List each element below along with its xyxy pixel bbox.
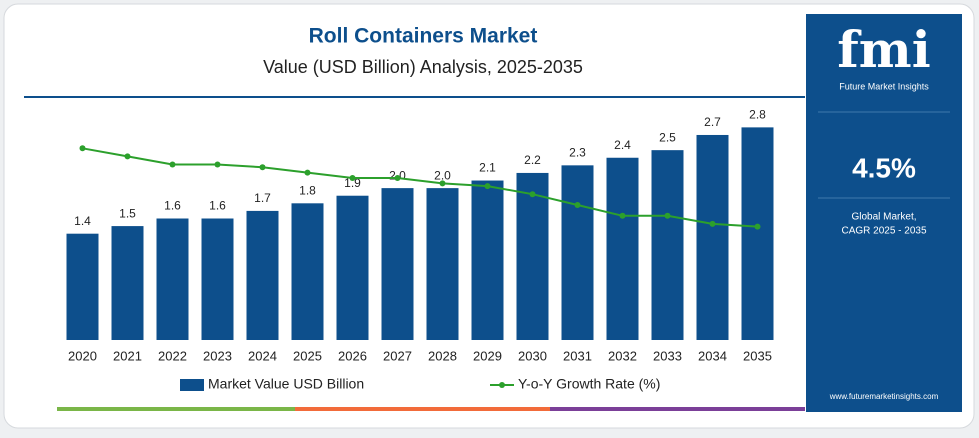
bar bbox=[381, 188, 414, 340]
line-point bbox=[709, 220, 716, 227]
strip bbox=[295, 407, 550, 411]
line-point bbox=[394, 175, 401, 181]
x-tick-label: 2032 bbox=[608, 348, 637, 363]
bar bbox=[696, 134, 729, 340]
bar bbox=[426, 188, 459, 340]
line-point bbox=[169, 161, 176, 168]
cagr-caption: CAGR 2025 - 2035 bbox=[841, 226, 926, 237]
chart-title: Roll Containers Market bbox=[309, 25, 538, 48]
legend-label: Y-o-Y Growth Rate (%) bbox=[518, 376, 660, 392]
line-point bbox=[529, 191, 536, 198]
line-point bbox=[304, 169, 311, 176]
line-point bbox=[349, 175, 356, 181]
x-tick-label: 2024 bbox=[248, 348, 277, 363]
value-label: 1.9 bbox=[344, 176, 361, 190]
bar bbox=[201, 218, 234, 340]
legend-swatch bbox=[499, 382, 505, 388]
bar bbox=[111, 226, 144, 340]
x-tick-label: 2034 bbox=[698, 348, 727, 363]
sidebar bbox=[806, 14, 962, 412]
chart-subtitle: Value (USD Billion) Analysis, 2025-2035 bbox=[263, 57, 583, 77]
x-tick-label: 2028 bbox=[428, 348, 457, 363]
line-point bbox=[439, 180, 446, 187]
x-tick-label: 2029 bbox=[473, 348, 502, 363]
x-tick-label: 2027 bbox=[383, 348, 412, 363]
line-point bbox=[259, 164, 266, 171]
x-tick-label: 2023 bbox=[203, 348, 232, 363]
x-tick-label: 2025 bbox=[293, 348, 322, 363]
bar bbox=[471, 180, 504, 340]
value-label: 2.7 bbox=[704, 115, 721, 129]
value-label: 2.1 bbox=[479, 161, 496, 175]
x-tick-label: 2026 bbox=[338, 348, 367, 363]
line-point bbox=[124, 153, 131, 160]
value-label: 1.8 bbox=[299, 183, 316, 197]
value-label: 1.4 bbox=[74, 214, 91, 228]
line-point bbox=[664, 212, 671, 219]
bar bbox=[156, 218, 189, 340]
strip bbox=[57, 407, 295, 411]
x-tick-label: 2021 bbox=[113, 348, 142, 363]
bar bbox=[561, 165, 594, 340]
x-tick-label: 2035 bbox=[743, 348, 772, 363]
bar bbox=[291, 203, 324, 340]
line-point bbox=[619, 212, 626, 219]
value-label: 2.4 bbox=[614, 138, 631, 152]
line-point bbox=[79, 145, 86, 152]
value-label: 2.0 bbox=[434, 168, 451, 182]
bar bbox=[336, 195, 369, 340]
line-point bbox=[484, 183, 491, 190]
x-tick-label: 2030 bbox=[518, 348, 547, 363]
x-tick-label: 2022 bbox=[158, 348, 187, 363]
value-label: 2.8 bbox=[749, 108, 766, 122]
strip bbox=[550, 407, 805, 411]
value-label: 1.7 bbox=[254, 191, 271, 205]
value-label: 1.6 bbox=[164, 199, 181, 213]
bar bbox=[741, 127, 774, 340]
value-label: 1.6 bbox=[209, 199, 226, 213]
value-label: 1.5 bbox=[119, 206, 136, 220]
bar bbox=[66, 233, 99, 340]
logo: fmi bbox=[837, 20, 930, 79]
line-point bbox=[574, 202, 581, 208]
bar bbox=[606, 157, 639, 340]
cagr: 4.5% bbox=[852, 152, 916, 183]
line-point bbox=[214, 161, 221, 168]
value-label: 2.3 bbox=[569, 146, 586, 160]
logo-caption: Future Market Insights bbox=[839, 81, 929, 91]
value-label: 2.2 bbox=[524, 153, 541, 167]
website: www.futuremarketinsights.com bbox=[829, 392, 939, 401]
x-tick-label: 2031 bbox=[563, 348, 592, 363]
legend-swatch bbox=[180, 379, 204, 391]
cagr-caption: Global Market, bbox=[851, 212, 916, 223]
bar bbox=[516, 172, 549, 340]
legend-label: Market Value USD Billion bbox=[208, 376, 364, 392]
x-tick-label: 2033 bbox=[653, 348, 682, 363]
line-point bbox=[754, 223, 761, 230]
line bbox=[82, 147, 758, 228]
bar bbox=[246, 210, 279, 340]
value-label: 2.5 bbox=[659, 130, 676, 144]
x-tick-label: 2020 bbox=[68, 348, 97, 363]
bar bbox=[651, 150, 684, 340]
